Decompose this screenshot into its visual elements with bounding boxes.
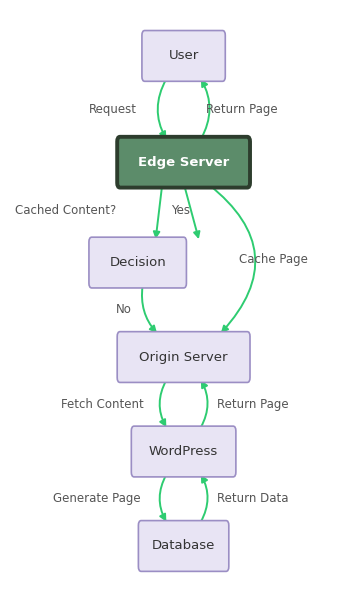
FancyBboxPatch shape <box>89 237 187 288</box>
FancyArrowPatch shape <box>201 81 209 139</box>
FancyArrowPatch shape <box>209 185 255 331</box>
Text: Return Page: Return Page <box>217 398 288 411</box>
FancyArrowPatch shape <box>184 185 199 237</box>
Text: WordPress: WordPress <box>149 445 218 458</box>
Text: Generate Page: Generate Page <box>53 492 141 505</box>
Text: User: User <box>168 49 199 63</box>
FancyArrowPatch shape <box>154 185 162 237</box>
Text: Origin Server: Origin Server <box>139 350 228 364</box>
FancyArrowPatch shape <box>142 286 156 331</box>
Text: No: No <box>115 303 131 316</box>
Text: Yes: Yes <box>171 204 189 217</box>
FancyBboxPatch shape <box>117 137 250 188</box>
Text: Edge Server: Edge Server <box>138 156 229 169</box>
Text: Return Data: Return Data <box>217 492 288 505</box>
FancyBboxPatch shape <box>138 520 229 572</box>
FancyArrowPatch shape <box>158 79 166 137</box>
FancyArrowPatch shape <box>160 380 166 426</box>
Text: Cached Content?: Cached Content? <box>15 204 116 217</box>
FancyBboxPatch shape <box>142 30 225 81</box>
FancyArrowPatch shape <box>201 476 208 522</box>
Text: Fetch Content: Fetch Content <box>61 398 144 411</box>
FancyBboxPatch shape <box>117 331 250 383</box>
Text: Return Page: Return Page <box>206 103 278 116</box>
Text: Database: Database <box>152 539 215 552</box>
Text: Request: Request <box>89 103 137 116</box>
Text: Cache Page: Cache Page <box>239 253 308 266</box>
FancyBboxPatch shape <box>131 426 236 477</box>
FancyArrowPatch shape <box>201 382 208 427</box>
FancyArrowPatch shape <box>160 474 166 520</box>
Text: Decision: Decision <box>109 256 166 269</box>
